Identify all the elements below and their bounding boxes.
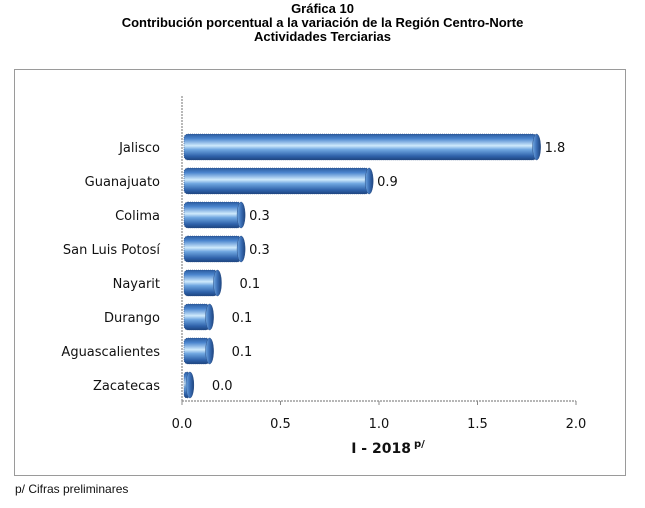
x-axis-label-superscript: p/ [414,439,425,450]
bar-san-luis-potos- [183,235,246,263]
data-label: 0.1 [232,345,253,360]
data-label: 0.9 [377,175,398,190]
bar-nayarit [183,269,222,297]
category-label: Nayarit [113,277,160,292]
bar-jalisco [183,133,541,161]
bar-durango [183,303,214,331]
category-label: Zacatecas [93,379,160,394]
data-label: 0.3 [249,209,270,224]
chart-title: Gráfica 10 [291,1,354,16]
bar-aguascalientes [183,337,214,365]
data-label: 0.0 [212,379,233,394]
category-label: Durango [104,311,160,326]
category-label: Jalisco [118,141,160,156]
category-label: Colima [115,209,160,224]
x-tick-label: 1.0 [369,417,390,432]
x-tick-label: 2.0 [566,417,587,432]
data-label: 0.3 [249,243,270,258]
chart-subtitle: Contribución porcentual a la variación d… [121,15,524,30]
x-tick-label: 0.5 [270,417,291,432]
x-tick-label: 1.5 [467,417,488,432]
bar-zacatecas [183,371,195,399]
x-tick-label: 0.0 [172,417,193,432]
category-label: Aguascalientes [61,345,160,360]
bar-guanajuato [183,167,374,195]
data-label: 0.1 [239,277,260,292]
x-axis-label: I - 2018 p/ [351,439,425,457]
chart-titles: Gráfica 10 Contribución porcentual a la … [0,2,645,44]
chart-frame [14,69,626,476]
bar-colima [183,201,246,229]
chart-subtitle-2: Actividades Terciarias [253,29,392,44]
footnote: p/ Cifras preliminares [15,482,129,496]
category-label: San Luis Potosí [63,243,161,258]
category-label: Guanajuato [85,175,160,190]
data-label: 0.1 [232,311,253,326]
data-label: 1.8 [545,141,566,156]
